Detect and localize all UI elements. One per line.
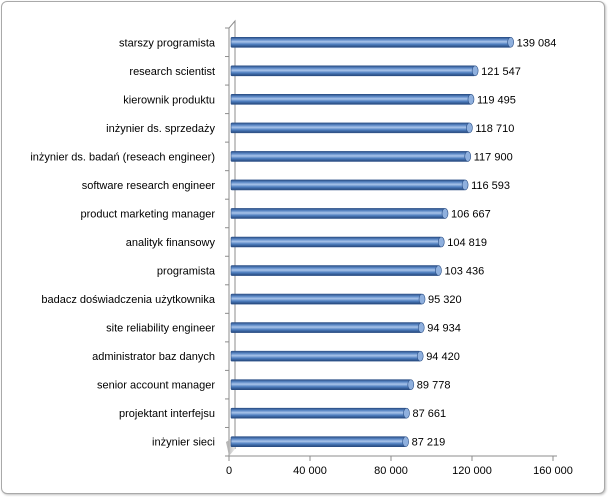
bar-value-label: 89 778 <box>417 380 451 392</box>
bar-value-label: 119 495 <box>477 94 516 106</box>
category-label: senior account manager <box>97 380 215 392</box>
bar <box>230 265 442 276</box>
bar-body <box>230 151 469 162</box>
category-label: research scientist <box>129 66 215 78</box>
bar-body <box>230 208 446 219</box>
bar-value-label: 116 593 <box>471 180 510 192</box>
category-label: product marketing manager <box>80 208 215 220</box>
bar-body <box>230 379 412 390</box>
bar-value-label: 95 320 <box>428 294 462 306</box>
bar-value-label: 94 420 <box>426 351 460 363</box>
bar-body <box>230 122 470 134</box>
bar-value-label: 139 084 <box>517 37 557 49</box>
bar <box>230 208 449 219</box>
x-tick-label: 80 000 <box>374 465 408 477</box>
bar-cap <box>416 350 424 362</box>
bar-cap <box>403 407 410 419</box>
bar <box>230 65 479 77</box>
bar <box>230 36 514 48</box>
bar <box>230 350 424 362</box>
bar-body <box>230 293 423 305</box>
bar-body <box>230 322 422 333</box>
bar-cap <box>467 94 475 105</box>
bar-value-label: 104 819 <box>447 237 487 249</box>
bar-cap <box>441 208 449 219</box>
label-layer: 0 40 000 80 000 120 000 160 000 139 084 starsz… <box>30 37 573 477</box>
bar-body <box>230 36 511 48</box>
bar-body <box>230 236 442 248</box>
category-label: inżynier sieci <box>152 437 215 449</box>
bar-cap <box>466 122 473 134</box>
category-label: inżynier ds. badań (reseach engineer) <box>30 151 215 163</box>
x-tick-label: 120 000 <box>452 465 492 477</box>
category-label: analityk finansowy <box>126 237 216 249</box>
bar-body <box>230 65 476 77</box>
bar-value-label: 94 934 <box>427 323 461 335</box>
bar-cap <box>507 36 514 48</box>
bar-cap <box>435 265 442 276</box>
bar-body <box>230 265 439 276</box>
bar <box>230 379 415 390</box>
bar-cap <box>407 379 415 390</box>
bar <box>230 122 473 134</box>
x-tick-label: 0 <box>226 465 232 477</box>
category-label: starszy programista <box>119 37 216 49</box>
bar-cap <box>417 322 425 333</box>
x-tick-label: 40 000 <box>293 465 327 477</box>
bar-value-label: 118 710 <box>475 123 514 135</box>
bar-value-label: 87 661 <box>413 408 447 420</box>
bar <box>230 322 425 333</box>
category-label: programista <box>157 266 216 278</box>
bar-value-label: 103 436 <box>444 266 484 278</box>
bar <box>230 151 472 162</box>
bar <box>230 436 409 448</box>
bar-body <box>230 407 407 419</box>
category-label: badacz doświadczenia użytkownika <box>41 294 216 306</box>
category-label: inżynier ds. sprzedaży <box>106 123 215 135</box>
bar <box>230 236 445 248</box>
bar-value-label: 106 667 <box>451 208 491 220</box>
bar-body <box>230 179 466 191</box>
bar-cap <box>418 293 426 305</box>
bar <box>230 293 426 305</box>
bar-body <box>230 350 421 362</box>
bar-body <box>230 94 472 105</box>
category-label: administrator baz danych <box>92 351 215 363</box>
bar <box>230 407 410 419</box>
bar <box>230 179 469 191</box>
x-tick-label: 160 000 <box>533 465 573 477</box>
bar-cap <box>461 179 469 191</box>
category-label: site reliability engineer <box>106 323 215 335</box>
bar-body <box>230 436 406 448</box>
bar-value-label: 117 900 <box>474 151 513 163</box>
bar-cap <box>402 436 409 448</box>
bar-value-label: 87 219 <box>412 437 446 449</box>
bar <box>230 94 475 105</box>
category-label: software research engineer <box>82 180 216 192</box>
bar-value-label: 121 547 <box>481 66 521 78</box>
bar-cap <box>464 151 472 162</box>
category-label: projektant interfejsu <box>119 408 215 420</box>
bar-cap <box>437 236 445 248</box>
category-label: kierownik produktu <box>123 94 215 106</box>
y-axis-wall <box>228 19 236 456</box>
bar-layer <box>230 36 514 448</box>
bar-cap <box>471 65 479 77</box>
